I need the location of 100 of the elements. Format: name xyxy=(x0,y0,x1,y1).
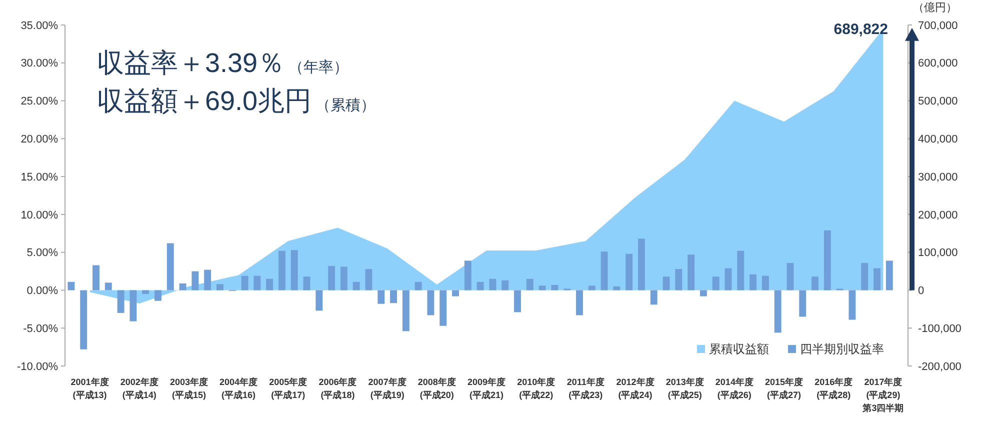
bar xyxy=(502,280,509,290)
y-tick-label: -10.00% xyxy=(17,360,58,373)
annotation: （年率） xyxy=(288,59,349,76)
bar xyxy=(378,290,385,304)
bar xyxy=(216,284,224,290)
x-tick-label: 2002年度 (平成14) xyxy=(120,377,158,400)
annotation: 収益額＋69.0兆円 xyxy=(97,86,312,116)
annotation: 収益率＋3.39％ xyxy=(97,48,285,78)
bar xyxy=(626,254,633,290)
x-tick-label: 2010年度 (平成22) xyxy=(517,377,556,400)
bar xyxy=(886,260,893,290)
y2-tick-label: 100,000 xyxy=(918,247,958,260)
x-tick-label: 2001年度 (平成13) xyxy=(70,377,109,400)
x-tick-label: 2016年度 (平成28) xyxy=(814,377,853,400)
legend-label: 累積収益額 xyxy=(709,342,769,356)
y2-axis-title: （億円） xyxy=(913,1,957,14)
bar xyxy=(142,290,150,294)
bar xyxy=(440,290,447,326)
bar xyxy=(290,250,298,290)
bar xyxy=(402,290,410,332)
bar xyxy=(712,276,720,290)
bar xyxy=(638,238,645,290)
bar xyxy=(352,282,360,290)
y-tick-label: 10.00% xyxy=(20,209,58,222)
annotation: 689,822 xyxy=(834,21,888,38)
bar xyxy=(192,271,199,290)
y2-tick-label: 0 xyxy=(918,285,924,298)
y2-tick-label: 500,000 xyxy=(918,96,958,108)
bar xyxy=(861,262,868,290)
bar xyxy=(68,282,75,290)
bar xyxy=(786,262,794,290)
y-tick-label: 0.00% xyxy=(26,285,58,298)
y-tick-label: 25.00% xyxy=(20,96,58,108)
bar xyxy=(104,282,112,290)
bar xyxy=(241,276,248,290)
bar xyxy=(750,274,757,290)
bar xyxy=(464,260,472,290)
x-tick-label: 2015年度 (平成27) xyxy=(765,377,804,400)
x-tick-label: 2003年度 (平成15) xyxy=(170,377,208,400)
annotation: （累積） xyxy=(316,97,376,114)
bar xyxy=(812,276,818,290)
x-tick-label: 2007年度 (平成19) xyxy=(368,377,406,400)
bar xyxy=(700,290,707,296)
bar xyxy=(427,290,434,316)
x-tick-label: 2012年度 (平成24) xyxy=(616,377,654,400)
bar xyxy=(613,286,620,290)
x-tick-label: 2014年度 (平成26) xyxy=(715,377,754,400)
bar xyxy=(762,276,769,290)
bar xyxy=(588,286,596,290)
bar xyxy=(266,278,274,290)
y-tick-label: 5.00% xyxy=(26,247,58,260)
y2-tick-label: -100,000 xyxy=(918,322,962,335)
bar xyxy=(303,276,310,290)
bar xyxy=(476,282,484,290)
bar xyxy=(688,254,695,290)
legend-label: 四半期別収益率 xyxy=(800,342,884,356)
y-tick-label: 30.00% xyxy=(20,58,58,70)
bar xyxy=(166,243,174,290)
bar xyxy=(452,290,459,296)
bar xyxy=(514,290,521,312)
bar xyxy=(390,290,397,304)
x-tick-label: 2011年度 (平成23) xyxy=(566,377,604,400)
bar xyxy=(551,284,558,290)
bar xyxy=(92,265,100,290)
bar xyxy=(340,266,348,290)
x-tick-label: 2008年度 (平成20) xyxy=(418,377,456,400)
bar xyxy=(874,268,880,290)
y-tick-label: 15.00% xyxy=(20,171,58,184)
x-tick-label: 2004年度 (平成16) xyxy=(220,377,258,400)
bar xyxy=(130,290,137,322)
bar xyxy=(824,230,831,290)
x-tick-label: 2013年度 (平成25) xyxy=(666,377,704,400)
bar xyxy=(848,290,856,320)
bar xyxy=(576,290,583,316)
bar xyxy=(799,290,806,317)
bar xyxy=(489,278,496,290)
y2-tick-label: 400,000 xyxy=(918,134,958,146)
bar xyxy=(204,270,212,290)
bar xyxy=(154,290,162,301)
bar xyxy=(538,286,546,290)
bar xyxy=(600,252,608,290)
bar xyxy=(117,290,124,313)
bar xyxy=(675,269,682,290)
bar xyxy=(254,276,261,290)
y-tick-label: 20.00% xyxy=(20,134,58,146)
bar xyxy=(328,266,336,290)
bar xyxy=(80,290,88,350)
bar xyxy=(316,290,323,311)
y-tick-label: -5.00% xyxy=(23,322,58,335)
bar xyxy=(737,250,744,290)
x-tick-label: 2006年度 (平成18) xyxy=(318,377,357,400)
y2-tick-label: 700,000 xyxy=(918,20,958,32)
bar xyxy=(365,269,372,290)
y2-tick-label: 300,000 xyxy=(918,171,958,184)
bar xyxy=(662,276,670,290)
y2-tick-label: -200,000 xyxy=(918,360,962,373)
y2-tick-label: 200,000 xyxy=(918,209,958,222)
x-tick-label: 2009年度 (平成21) xyxy=(467,377,506,400)
bar xyxy=(278,250,286,290)
bar xyxy=(526,278,534,290)
